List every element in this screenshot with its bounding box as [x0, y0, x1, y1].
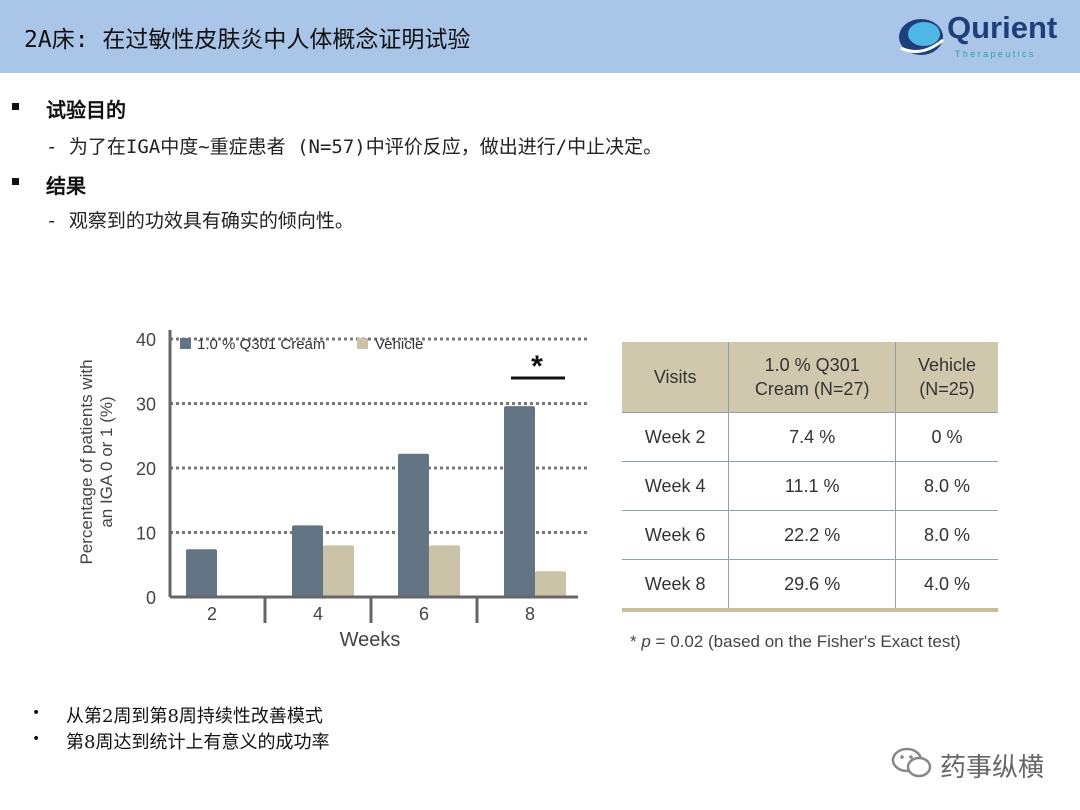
cell-visit: Week 6 [622, 510, 729, 560]
bar-q301-week-6 [398, 453, 429, 597]
table-row: Week 8 29.6 % 4.0 % [622, 559, 998, 612]
cell-vehicle: 8.0 % [894, 461, 998, 511]
y-tick-label: 20 [136, 459, 156, 479]
legend-label-vehicle: Vehicle [375, 336, 423, 353]
table-row: Week 4 11.1 % 8.0 % [622, 461, 998, 511]
cell-vehicle: 8.0 % [894, 510, 998, 560]
square-bullet-icon [12, 178, 19, 185]
logo-wordmark: Qurient [947, 10, 1058, 45]
y-tick-label: 10 [136, 524, 156, 544]
square-bullet-icon [12, 103, 19, 110]
y-tick-label: 0 [146, 588, 156, 608]
y-axis-label: Percentage of patients with an IGA 0 or … [77, 359, 116, 564]
bar-vehicle-week-6 [429, 545, 460, 597]
x-axis-label: Weeks [340, 629, 401, 651]
watermark-text: 药事纵横 [940, 753, 1045, 783]
bar-q301-week-2 [186, 549, 217, 597]
y-axis-ticks: 0 10 20 30 40 [136, 330, 156, 608]
y-tick-label: 30 [136, 395, 156, 415]
cell-q301: 22.2 % [728, 510, 896, 560]
bullet-heading-objective: 试验目的 [46, 98, 126, 122]
footnote-star: * [630, 632, 637, 651]
bullet-heading-results: 结果 [46, 174, 86, 198]
company-logo: Qurient Therapeutics [895, 8, 1075, 66]
significance-marker: * [511, 350, 565, 383]
results-table: Visits 1.0 % Q301 Cream (N=27) Vehicle (… [622, 342, 998, 612]
table-row: Week 6 22.2 % 8.0 % [622, 510, 998, 560]
bullet-dot-icon: • [32, 731, 41, 747]
legend: 1.0 % Q301 Cream Vehicle [180, 336, 423, 353]
bar-vehicle-week-4 [323, 545, 354, 597]
header-vehicle: Vehicle (N=25) [894, 342, 998, 413]
wechat-icon [891, 747, 932, 778]
footer-bullet: 第8周达到统计上有意义的成功率 [66, 732, 330, 753]
footnote-p: p [641, 632, 651, 651]
cell-visit: Week 4 [622, 461, 729, 511]
y-axis-label-line2: an IGA 0 or 1 (%) [97, 396, 116, 527]
x-tick-label: 6 [419, 604, 429, 624]
x-axis-dividers [263, 597, 479, 623]
x-tick-label: 8 [525, 604, 535, 624]
bullet-detail-objective: - 为了在IGA中度~重症患者 (N=57)中评价反应，做出进行/中止决定。 [46, 136, 663, 158]
logo-swoosh-icon [899, 19, 944, 55]
table-header-row: Visits 1.0 % Q301 Cream (N=27) Vehicle (… [622, 342, 998, 413]
table-row: Week 2 7.4 % 0 % [622, 412, 998, 462]
bar-q301-week-8 [504, 406, 535, 597]
cell-visit: Week 8 [622, 559, 729, 612]
header-q301: 1.0 % Q301 Cream (N=27) [728, 342, 896, 413]
cell-q301: 11.1 % [728, 461, 896, 511]
logo-tagline: Therapeutics [955, 49, 1036, 59]
bars [186, 406, 566, 597]
title-bar: 2A床: 在过敏性皮肤炎中人体概念证明试验 Qurient Therapeuti… [0, 0, 1080, 73]
bullet-dot-icon: • [32, 705, 41, 721]
cell-q301: 29.6 % [728, 559, 896, 612]
cell-vehicle: 4.0 % [894, 559, 998, 612]
bar-chart: 0 10 20 30 40 2 4 6 8 Weeks Percentage of patie… [77, 330, 590, 651]
y-axis-label-line1: Percentage of patients with [77, 359, 96, 564]
cell-visit: Week 2 [622, 412, 729, 462]
legend-swatch-vehicle [357, 338, 368, 349]
significance-star: * [531, 350, 543, 383]
x-axis-ticks: 2 4 6 8 [207, 604, 535, 624]
legend-swatch-q301 [180, 338, 191, 349]
y-tick-label: 40 [136, 330, 156, 350]
cell-vehicle: 0 % [894, 412, 998, 462]
footnote: * p = 0.02 (based on the Fisher's Exact … [630, 632, 961, 652]
legend-label-q301: 1.0 % Q301 Cream [197, 336, 325, 353]
bar-q301-week-4 [292, 525, 323, 597]
x-tick-label: 4 [313, 604, 323, 624]
footnote-text: = 0.02 (based on the Fisher's Exact test… [650, 632, 961, 651]
x-tick-label: 2 [207, 604, 217, 624]
footer-bullet: 从第2周到第8周持续性改善模式 [66, 706, 323, 727]
bar-vehicle-week-8 [535, 571, 566, 597]
bullet-detail-results: - 观察到的功效具有确实的倾向性。 [46, 210, 354, 232]
page-title: 2A床: 在过敏性皮肤炎中人体概念证明试验 [24, 27, 471, 53]
header-visits: Visits [622, 342, 729, 413]
cell-q301: 7.4 % [728, 412, 896, 462]
